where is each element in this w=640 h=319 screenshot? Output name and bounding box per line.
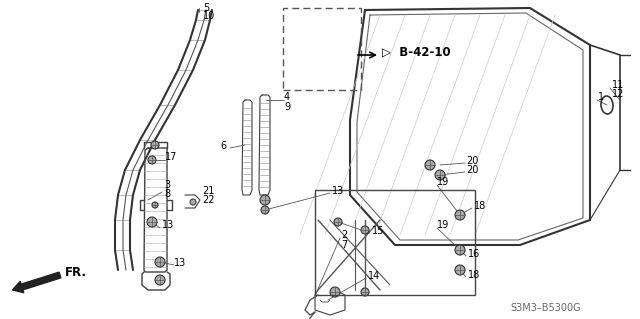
Text: 6: 6	[220, 141, 226, 151]
Circle shape	[261, 206, 269, 214]
Text: 8: 8	[164, 189, 170, 199]
Circle shape	[147, 217, 157, 227]
Text: 9: 9	[284, 102, 290, 112]
Text: 10: 10	[203, 11, 215, 21]
FancyArrow shape	[12, 272, 61, 293]
Circle shape	[330, 287, 340, 297]
Text: 15: 15	[372, 226, 385, 236]
Circle shape	[361, 288, 369, 296]
Text: 4: 4	[284, 92, 290, 102]
Text: 3: 3	[164, 180, 170, 190]
Text: 12: 12	[612, 89, 625, 99]
Text: S3M3–B5300G: S3M3–B5300G	[510, 303, 580, 313]
Circle shape	[152, 202, 158, 208]
Text: 17: 17	[165, 152, 177, 162]
Text: 18: 18	[474, 201, 486, 211]
Circle shape	[148, 156, 156, 164]
Circle shape	[334, 218, 342, 226]
Text: 20: 20	[466, 165, 478, 175]
Bar	[315, 190, 475, 295]
Circle shape	[155, 257, 165, 267]
Text: 13: 13	[332, 186, 344, 196]
Text: 13: 13	[162, 220, 174, 230]
Text: 11: 11	[612, 80, 624, 90]
Text: 22: 22	[202, 195, 214, 205]
Circle shape	[435, 170, 445, 180]
Text: 13: 13	[174, 258, 186, 268]
Text: 7: 7	[341, 240, 348, 250]
Text: 1: 1	[598, 92, 604, 102]
Text: 5: 5	[203, 3, 209, 13]
Circle shape	[151, 141, 159, 149]
Text: 20: 20	[466, 156, 478, 166]
Text: 21: 21	[202, 186, 214, 196]
Text: 19: 19	[437, 177, 449, 187]
Text: 19: 19	[437, 220, 449, 230]
Bar	[283, 8, 361, 90]
Text: 2: 2	[341, 230, 348, 240]
Circle shape	[361, 226, 369, 234]
Circle shape	[155, 275, 165, 285]
Circle shape	[190, 199, 196, 205]
Text: 16: 16	[468, 249, 480, 259]
Circle shape	[455, 245, 465, 255]
Circle shape	[260, 195, 270, 205]
Text: FR.: FR.	[65, 265, 87, 278]
Text: 18: 18	[468, 270, 480, 280]
Circle shape	[425, 160, 435, 170]
Circle shape	[455, 210, 465, 220]
Text: ▷  B-42-10: ▷ B-42-10	[382, 46, 451, 58]
Circle shape	[455, 265, 465, 275]
Text: 14: 14	[368, 271, 380, 281]
